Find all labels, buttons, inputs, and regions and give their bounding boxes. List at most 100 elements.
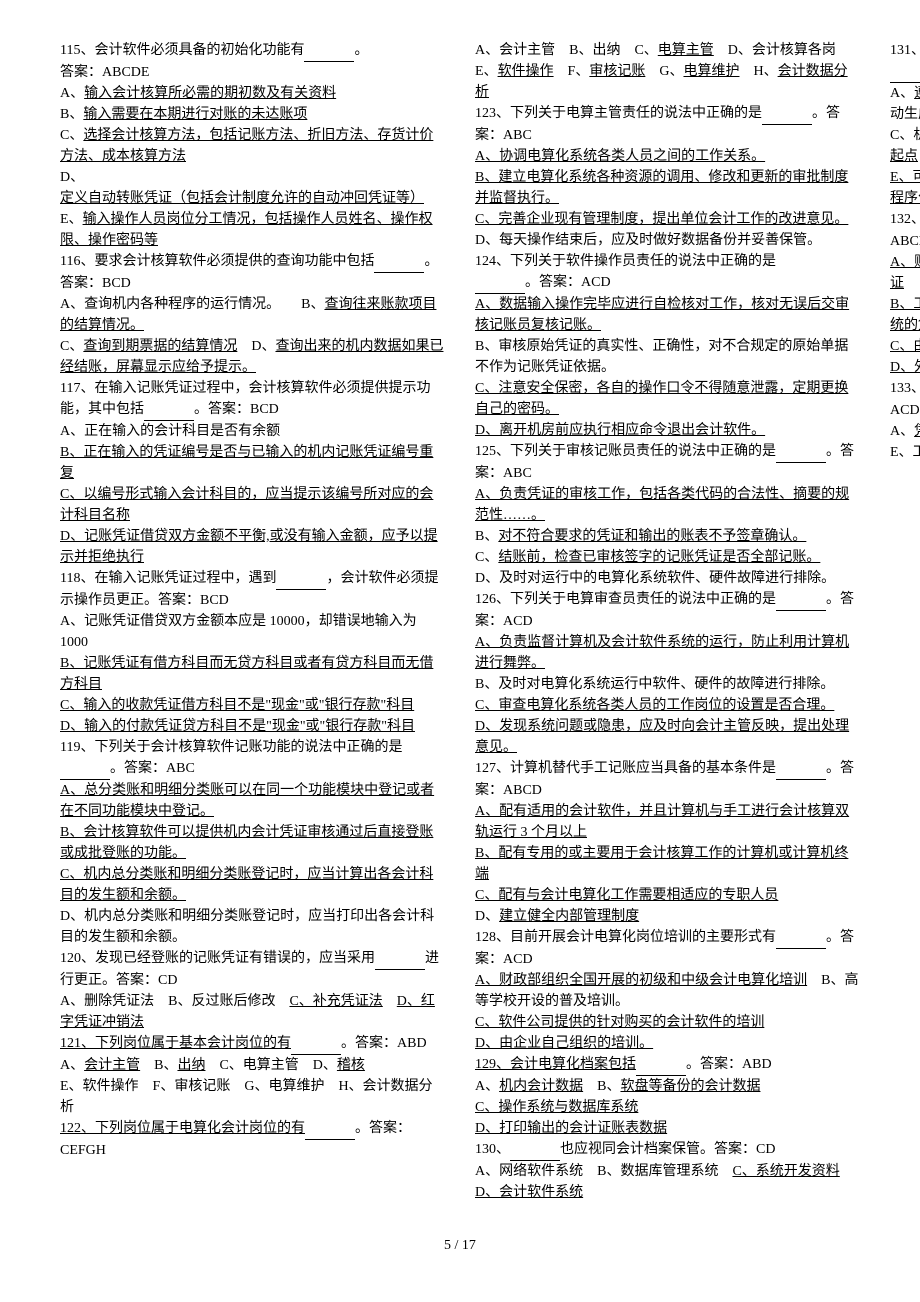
underlined-text: B、工资、固定资产、成本、存货等业务核算系统转给账务系统的凭证 [890,297,920,333]
plain-text: 115、会计软件必须具备的初始化功能有 [60,43,304,58]
blank-underline [60,758,110,780]
plain-text: D、 [475,909,499,924]
text-line: C、完善企业现有管理制度，提出单位会计工作的改进意见。 [475,209,860,230]
text-line: B、配有专用的或主要用于会计核算工作的计算机或计算机终端 [475,843,860,885]
text-line: A、机内会计数据 B、软盘等备份的会计数据 [475,1076,860,1097]
plain-text: A、 [475,1079,499,1094]
text-line: D、机内总分类账和明细分类账登记时，应当打印出各会计科目的发生额和余额。 [60,906,445,948]
plain-text: 120、发现已经登账的记账凭证有错误的，应当采用 [60,951,375,966]
text-line: D、定义自动转账凭证（包括会计制度允许的自动冲回凭证等） [60,167,445,209]
plain-text: A、正在输入的会计科目是否有余额 [60,424,280,439]
text-line: C、机内总分类账和明细分类账登记时，应当计算出各会计科目的发生额和余额。 [60,864,445,906]
plain-text: D、 [60,170,84,185]
blank-underline [475,272,525,294]
text-line: 121、下列岗位属于基本会计岗位的有 。答案：ABD [60,1033,445,1055]
blank-underline [305,1118,355,1140]
plain-text: 125、下列关于审核记账员责任的说法中正确的是 [475,444,776,459]
plain-text: A、删除凭证法 B、反过账后修改 [60,994,289,1009]
blank-underline [304,40,354,62]
text-line: E、可以提供定期或实时的财务报表 F、内部控制已部分实现程序化 [890,167,920,209]
text-line: D、发现系统问题或隐患，应及时向会计主管反映，提出处理意见。 [475,716,860,758]
underlined-text: 结账前，检查已审核签字的记账凭证是否全部记账。 [498,550,820,565]
plain-text: E、 [60,212,83,227]
blank-underline [890,61,920,83]
plain-text: A、 [890,86,914,101]
text-line: 124、下列关于软件操作员责任的说法中正确的是 [475,251,860,272]
plain-text: 124、下列关于软件操作员责任的说法中正确的是 [475,254,776,269]
underlined-text: 凭证处理 [914,424,920,439]
plain-text: B、 [140,1058,177,1073]
text-line: A、查询机内各种程序的运行情况。 B、查询往来账款项目的结算情况。 [60,294,445,336]
plain-text: A、 [60,1058,84,1073]
plain-text: 133、下列功能属于账务处理系统的是 [890,381,920,396]
blank-underline [374,251,424,273]
plain-text: A、记账凭证借贷双方金额本应是 10000，却错误地输入为 1000 [60,614,417,650]
underlined-text: B、建立电算化系统各种资源的调用、修改和更新的审批制度并监督执行。 [475,170,848,206]
text-line: 131、下列有关计算机账务处理系统特点的叙述中，正确的是 。答案：ADEF [890,40,920,83]
text-line: A、凭证处理 B、定义报表 C、出纳管理 D、辅助核算 E、工资分配 F、计提折… [890,421,920,463]
underlined-text: 审核记账 [589,64,645,79]
text-line: C、结账前，检查已审核签字的记账凭证是否全部记账。 [475,547,860,568]
plain-text: 116、要求会计核算软件必须提供的查询功能中包括 [60,254,374,269]
text-line: C、配有与会计电算化工作需要相适应的专职人员 [475,885,860,906]
text-line: A、会计主管 B、出纳 C、电算主管 D、会计核算各岗 E、软件操作 F、审核记… [475,40,860,103]
underlined-text: D、外币核算科目的汇兑损益转账凭证 [890,360,920,375]
underlined-text: 129、会计电算化档案包括 [475,1057,636,1072]
blank-underline [291,1033,341,1055]
text-line: E、输入操作人员岗位分工情况，包括操作人员姓名、操作权限、操作密码等 [60,209,445,251]
plain-text: D、每天操作结束后，应及时做好数据备份并妥善保管。 [475,233,821,248]
plain-text: F、 [554,64,590,79]
underlined-text: 电算维护 [683,64,739,79]
underlined-text: D、会计软件系统 [475,1185,583,1200]
text-line: A、输入会计核算所必需的期初数及有关资料 [60,83,445,104]
text-line: 115、会计软件必须具备的初始化功能有 。 [60,40,445,62]
plain-text: 123、下列关于电算主管责任的说法中正确的是 [475,106,762,121]
blank-underline [636,1054,686,1076]
plain-text: C、机内账簿体系与手工一一对应 [890,128,920,143]
text-line: B、工资、固定资产、成本、存货等业务核算系统转给账务系统的凭证 [890,294,920,336]
plain-text: C、电算主管 D、 [205,1058,336,1073]
plain-text [383,994,397,1009]
text-line: 122、下列岗位属于电算化会计岗位的有 。答案：CEFGH [60,1118,445,1161]
text-line: C、操作系统与数据库系统 [475,1097,860,1118]
plain-text: 132、下列凭证可以由机器自动生成的有 [890,212,920,227]
blank-underline [776,441,826,463]
document-body: 115、会计软件必须具备的初始化功能有 。答案：ABCDEA、输入会计核算所必需… [60,40,860,1220]
underlined-text: A、配有适用的会计软件，并且计算机与手工进行会计核算双轨运行 3 个月以上 [475,804,849,840]
text-line: D、打印输出的会计证账表数据 [475,1118,860,1139]
underlined-text: C、审查电算化系统各类人员的工作岗位的设置是否合理。 [475,698,834,713]
text-line: A、总分类账和明细分类账可以在同一个功能模块中登记或者在不同功能模块中登记。 [60,780,445,822]
underlined-text: 选择会计核算方法，包括记账方法、折旧方法、存货计价方法、成本核算方法 [60,128,433,164]
plain-text: 。答案：ABC [110,761,195,776]
text-line: A、负责凭证的审核工作，包括各类代码的合法性、摘要的规范性……。 [475,484,860,526]
text-line: A、删除凭证法 B、反过账后修改 C、补充凭证法 D、红字凭证冲销法 [60,991,445,1033]
plain-text: 119、下列关于会计核算软件记账功能的说法中正确的是 [60,740,402,755]
text-line: 答案：ABCDE [60,62,445,83]
underlined-text: A、负责监督计算机及会计软件系统的运行，防止利用计算机进行舞弊。 [475,635,849,671]
underlined-text: C、由电子商务产生的电子凭证 [890,339,920,354]
underlined-text: E、可以提供定期或实时的财务报表 [890,170,920,185]
underlined-text: D、发现系统问题或隐患，应及时向会计主管反映，提出处理意见。 [475,719,849,755]
underlined-text: C、完善企业现有管理制度，提出单位会计工作的改进意见。 [475,212,848,227]
underlined-text: C、以编号形式输入会计科目的，应当提示该编号所对应的会计科目名称 [60,487,433,523]
underlined-text: C、输入的收款凭证借方科目不是"现金"或"银行存款"科目 [60,698,414,713]
underlined-text: D、离开机房前应执行相应命令退出会计软件。 [475,423,765,438]
plain-text: A、 [890,424,914,439]
text-line: B、输入需要在本期进行对账的未达账项 [60,104,445,125]
blank-underline [144,399,194,421]
text-line: B、会计核算软件可以提供机内会计凭证审核通过后直接登账或成批登账的功能。 [60,822,445,864]
text-line: C、由电子商务产生的电子凭证 [890,336,920,357]
plain-text: 也应视同会计档案保管。答案：CD [560,1142,775,1157]
text-line: B、记账凭证有借方科目而无贷方科目或者有贷方科目而无借方科目 [60,653,445,695]
text-line: C、审查电算化系统各类人员的工作岗位的设置是否合理。 [475,695,860,716]
text-line: 123、下列关于电算主管责任的说法中正确的是 。答案：ABC [475,103,860,146]
plain-text: G、 [645,64,683,79]
underlined-text: C、配有与会计电算化工作需要相适应的专职人员 [475,888,778,903]
plain-text: 。答案：BCD [194,402,279,417]
underlined-text: C、系统开发资料 [732,1164,839,1179]
plain-text: 131、下列有关计算机账务处理系统特点的叙述中，正确的是 [890,43,920,58]
text-line: 117、在输入记账凭证过程中，会计核算软件必须提供提示功能，其中包括 。答案：B… [60,378,445,421]
underlined-text: 软盘等备份的会计数据 [620,1079,760,1094]
plain-text: 128、目前开展会计电算化岗位培训的主要形式有 [475,930,776,945]
plain-text: A、网络软件系统 B、数据库管理系统 [475,1164,732,1179]
